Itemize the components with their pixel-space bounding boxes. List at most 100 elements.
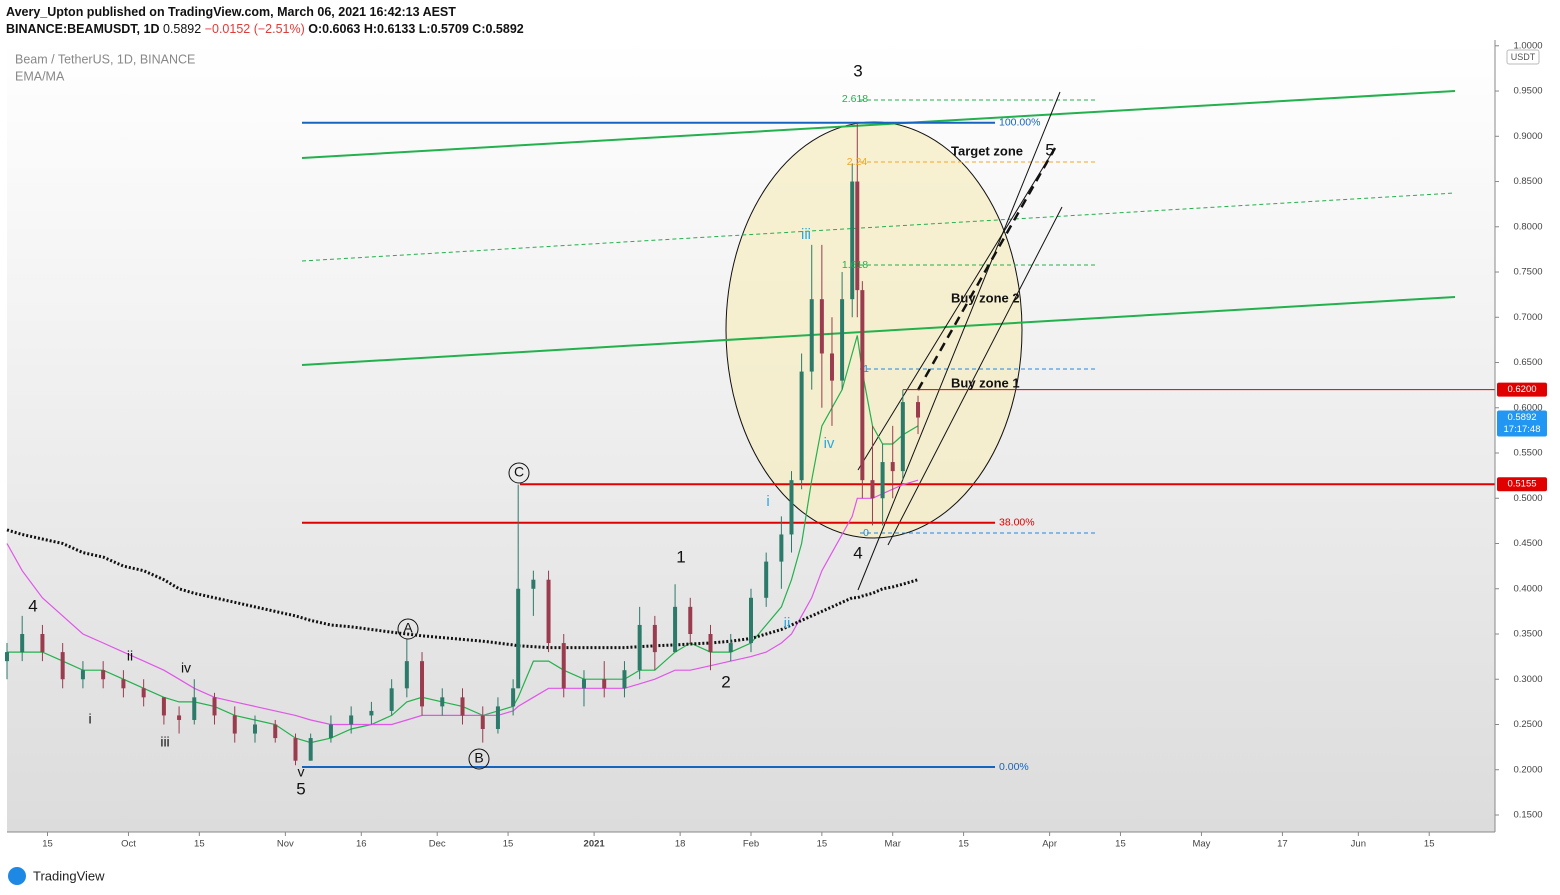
x-tick-label: Oct <box>121 839 136 850</box>
candle-body <box>749 597 753 644</box>
candle-body <box>870 480 875 499</box>
y-tick-label: 0.6000 <box>1513 402 1542 413</box>
candle-body <box>495 706 500 730</box>
level-label: 100.00% <box>999 116 1040 128</box>
x-tick-label: 17 <box>1277 839 1288 850</box>
candle-body <box>177 715 182 720</box>
x-tick-label: Jun <box>1351 839 1366 850</box>
candle-body <box>688 606 693 634</box>
candle-body <box>561 643 566 689</box>
brand: TradingView <box>33 868 105 883</box>
brand-icon <box>8 867 26 885</box>
y-tick-label: 0.4000 <box>1513 583 1542 594</box>
x-tick-label: 15 <box>817 839 828 850</box>
y-tick-label: 0.7000 <box>1513 312 1542 323</box>
candle-body <box>728 643 733 653</box>
wave-label: v <box>298 764 305 780</box>
candle-body <box>829 353 834 381</box>
candle-body <box>511 688 516 707</box>
wave-label: 3 <box>853 61 862 80</box>
candle-body <box>531 579 536 589</box>
currency: USDT <box>1511 52 1536 62</box>
x-tick-label: 15 <box>958 839 969 850</box>
candle-body <box>799 371 804 481</box>
candle-body <box>622 670 627 689</box>
candle-body <box>404 661 409 689</box>
candle-body <box>389 688 394 711</box>
x-tick-label: Dec <box>429 839 446 850</box>
price-tag-label: 0.5892 <box>1507 412 1536 423</box>
candle-body <box>652 624 657 653</box>
last: 0.5892 <box>162 22 202 36</box>
y-tick-label: 0.3500 <box>1513 629 1542 640</box>
wave-circle <box>468 748 490 770</box>
plot: 100.00% 38.00% 0.00% 2.618 2.24 1.618 1 0 Target… <box>5 61 1495 798</box>
x-tick-label: 2021 <box>584 839 606 850</box>
candle-body <box>101 670 106 680</box>
candle-body <box>121 679 126 689</box>
candle-body <box>581 679 586 689</box>
wave-label: 5 <box>296 779 305 798</box>
time-axis <box>7 832 1560 856</box>
ma-line <box>6 479 919 726</box>
wave-label: iv <box>181 660 191 676</box>
candle-body <box>308 738 313 761</box>
candle-body <box>80 670 85 680</box>
ohlc-high: H:0.6133 <box>363 22 416 36</box>
candle-body <box>602 679 607 689</box>
ohlc-open: O:0.6063 <box>308 22 361 36</box>
candle-body <box>293 738 298 761</box>
wave-label: A <box>403 620 413 636</box>
legend-title: Beam / TetherUS, 1D, BINANCE <box>15 52 195 66</box>
candle-body <box>916 402 921 418</box>
y-tick-label: 1.0000 <box>1513 40 1542 51</box>
y-tick-label: 0.4500 <box>1513 538 1542 549</box>
price-tag <box>1497 410 1547 437</box>
y-tick-label: 0.5500 <box>1513 448 1542 459</box>
y-tick-label: 0.9500 <box>1513 86 1542 97</box>
wave-label: ii <box>127 648 133 664</box>
candle-body <box>673 606 678 653</box>
level-label: 0.00% <box>999 761 1029 773</box>
price-tag <box>1497 477 1547 492</box>
candle-body <box>369 710 374 716</box>
wave-label: i <box>88 711 91 727</box>
x-tick-label: 18 <box>675 839 686 850</box>
x-tick-label: May <box>1192 839 1210 850</box>
candle-body <box>253 724 257 734</box>
price-tag <box>1497 382 1547 397</box>
ohlc-low: L:0.5709 <box>418 22 469 36</box>
zone-label: Target zone <box>951 143 1023 158</box>
change: −0.0152 (−2.51%) <box>204 22 305 36</box>
x-tick-label: Nov <box>277 839 294 850</box>
y-tick-label: 0.9000 <box>1513 131 1542 142</box>
candle-body <box>420 661 425 707</box>
x-tick-label: 15 <box>503 839 514 850</box>
zone-label: Buy zone 1 <box>951 375 1020 390</box>
fib-label: 2.618 <box>842 93 868 105</box>
wave-label: 1 <box>676 547 685 566</box>
x-tick-label: 15 <box>42 839 53 850</box>
candle-body <box>840 299 845 381</box>
candle-body <box>5 652 9 662</box>
x-tick-label: Feb <box>743 839 759 850</box>
price-tag-label: 0.5155 <box>1507 479 1536 490</box>
y-tick-label: 0.8000 <box>1513 221 1542 232</box>
wave-label: 4 <box>28 596 37 615</box>
wave-label: i <box>766 493 769 510</box>
candle-body <box>708 634 713 653</box>
author: Avery_Upton published on TradingView.com… <box>6 5 456 19</box>
x-tick-label: Apr <box>1042 839 1057 850</box>
y-tick-label: 0.7500 <box>1513 267 1542 278</box>
candle-body <box>890 462 895 472</box>
timer: 17:17:48 <box>1504 424 1541 435</box>
candle-body <box>880 462 885 499</box>
currency-box <box>1506 49 1540 65</box>
candle-body <box>440 697 445 707</box>
candle-body <box>192 697 197 720</box>
symbol: BINANCE:BEAMUSDT, 1D <box>6 22 160 36</box>
fib-label: 2.24 <box>847 156 868 168</box>
wave-label: iii <box>160 734 169 750</box>
